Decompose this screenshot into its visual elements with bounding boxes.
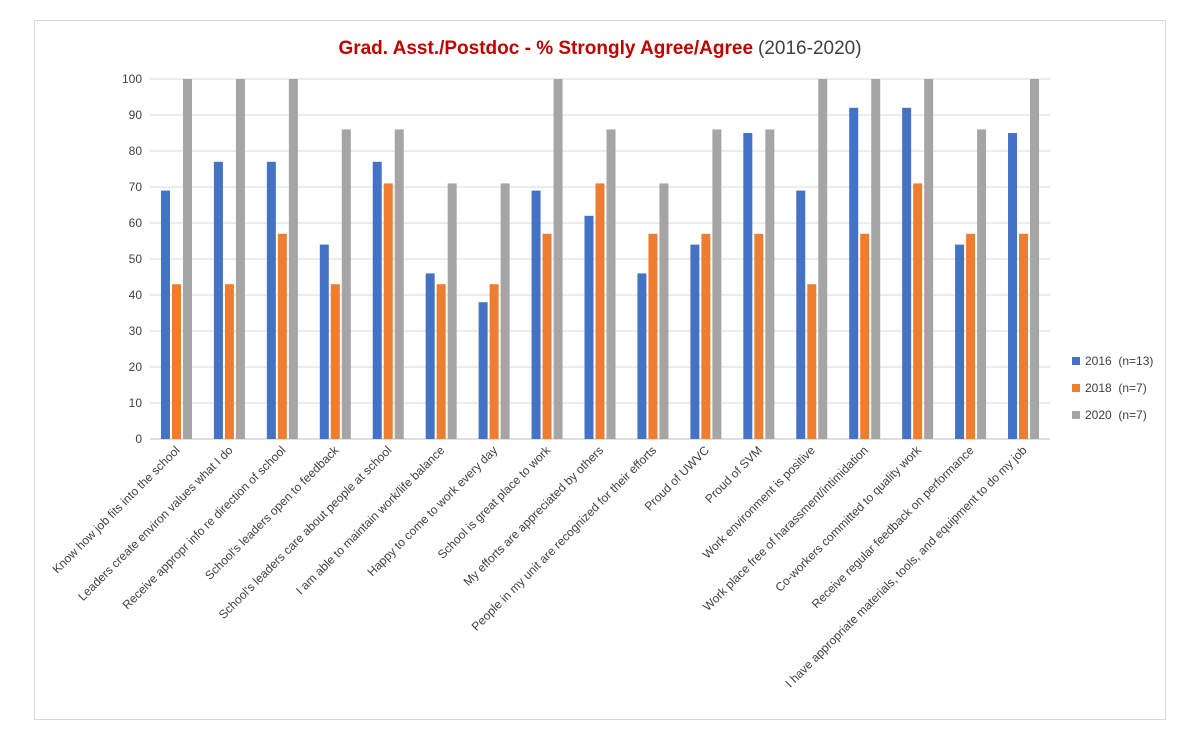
y-tick-label: 80 <box>129 144 143 158</box>
y-tick-label: 90 <box>129 108 143 122</box>
legend: 2016 (n=13) 2018 (n=7) 2020 (n=7) <box>1072 354 1153 422</box>
bars <box>160 79 1040 440</box>
bar <box>690 244 700 439</box>
bar <box>648 233 658 439</box>
legend-label: 2018 (n=7) <box>1085 381 1147 395</box>
bar <box>394 129 404 439</box>
bar <box>871 79 881 439</box>
legend-label: 2020 (n=7) <box>1085 408 1147 422</box>
bar <box>584 215 594 439</box>
x-category-label: People in my unit are recognized for the… <box>469 443 659 633</box>
y-tick-label: 100 <box>122 72 142 86</box>
x-category-label: I have appropriate materials, tools, and… <box>782 443 1029 690</box>
bar <box>818 79 828 439</box>
bar <box>765 129 775 439</box>
bar <box>319 244 329 439</box>
y-tick-label: 30 <box>129 324 143 338</box>
legend-swatch <box>1072 357 1080 365</box>
bar <box>743 133 753 439</box>
y-tick-label: 60 <box>129 216 143 230</box>
bar <box>447 183 457 439</box>
bar <box>924 79 934 439</box>
y-tick-label: 0 <box>135 432 142 446</box>
bar <box>542 233 552 439</box>
bar <box>277 233 287 439</box>
chart-title-subtitle: (2016-2020) <box>758 38 862 59</box>
bar <box>701 233 711 439</box>
legend-swatch <box>1072 411 1080 419</box>
bar <box>478 302 488 439</box>
bar <box>966 233 976 439</box>
bar <box>531 190 541 439</box>
bar <box>372 161 382 440</box>
bar <box>1008 133 1018 439</box>
bar <box>436 284 446 439</box>
bar <box>955 244 965 439</box>
bar <box>425 273 435 439</box>
bar <box>341 129 351 439</box>
bar <box>160 190 170 439</box>
y-tick-label: 70 <box>129 180 143 194</box>
bar <box>977 129 987 439</box>
bar <box>224 284 234 439</box>
bar <box>796 190 806 439</box>
bar <box>913 183 923 439</box>
bar <box>606 129 616 439</box>
y-axis-ticks: 0 10 20 30 40 50 60 70 80 90 100 <box>122 72 142 446</box>
bar <box>807 284 817 439</box>
chart-frame: Grad. Asst./Postdoc - % Strongly Agree/A… <box>34 20 1166 720</box>
bar <box>266 161 276 440</box>
bar <box>1019 233 1029 439</box>
legend-swatch <box>1072 384 1080 392</box>
bar <box>902 107 912 440</box>
y-tick-label: 50 <box>129 252 143 266</box>
x-axis-categories: Know how job fits into the schoolLeaders… <box>50 443 1030 691</box>
bar <box>860 233 870 439</box>
bar <box>235 79 245 439</box>
y-tick-label: 20 <box>129 360 143 374</box>
bar <box>213 161 223 440</box>
bar <box>500 183 510 439</box>
bar <box>712 129 722 439</box>
bar <box>288 79 298 439</box>
bar <box>659 183 669 439</box>
bar <box>383 183 393 439</box>
bar <box>754 233 764 439</box>
legend-label: 2016 (n=13) <box>1085 354 1153 368</box>
bar <box>182 79 192 439</box>
x-category-label: Work environment is positive <box>700 443 818 561</box>
bar-chart: Grad. Asst./Postdoc - % Strongly Agree/A… <box>50 38 1154 691</box>
bar <box>637 273 647 439</box>
y-tick-label: 10 <box>129 396 143 410</box>
chart-title-main: Grad. Asst./Postdoc - % Strongly Agree/A… <box>338 38 753 59</box>
bar <box>171 284 181 439</box>
bar <box>330 284 340 439</box>
bar <box>1030 79 1040 439</box>
bar <box>849 107 859 440</box>
bar <box>553 79 563 439</box>
bar <box>595 183 605 439</box>
chart-title: Grad. Asst./Postdoc - % Strongly Agree/A… <box>338 38 861 59</box>
y-tick-label: 40 <box>129 288 143 302</box>
bar <box>489 284 499 439</box>
